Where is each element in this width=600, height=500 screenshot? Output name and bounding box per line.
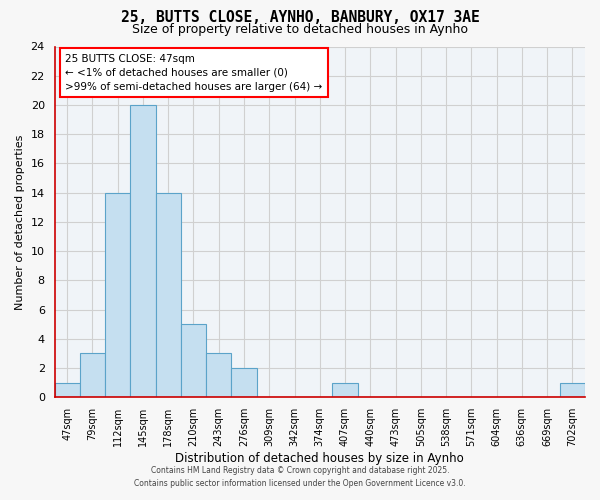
Bar	[130, 105, 155, 398]
Text: Size of property relative to detached houses in Aynho: Size of property relative to detached ho…	[132, 22, 468, 36]
Y-axis label: Number of detached properties: Number of detached properties	[15, 134, 25, 310]
Bar	[181, 324, 206, 398]
Text: 25 BUTTS CLOSE: 47sqm
← <1% of detached houses are smaller (0)
>99% of semi-deta: 25 BUTTS CLOSE: 47sqm ← <1% of detached …	[65, 54, 322, 92]
Bar	[332, 382, 358, 398]
Bar	[155, 192, 181, 398]
X-axis label: Distribution of detached houses by size in Aynho: Distribution of detached houses by size …	[175, 452, 464, 465]
Bar	[206, 354, 232, 398]
Bar	[80, 354, 105, 398]
Bar	[232, 368, 257, 398]
Bar	[560, 382, 585, 398]
Text: Contains HM Land Registry data © Crown copyright and database right 2025.
Contai: Contains HM Land Registry data © Crown c…	[134, 466, 466, 487]
Text: 25, BUTTS CLOSE, AYNHO, BANBURY, OX17 3AE: 25, BUTTS CLOSE, AYNHO, BANBURY, OX17 3A…	[121, 10, 479, 25]
Bar	[105, 192, 130, 398]
Bar	[55, 382, 80, 398]
